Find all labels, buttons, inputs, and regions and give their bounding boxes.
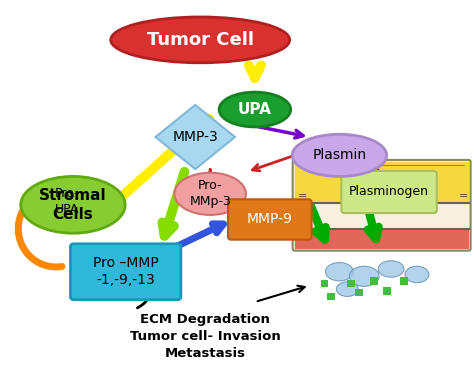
Ellipse shape: [38, 178, 96, 224]
Bar: [400, 277, 408, 285]
Text: Plasminogen: Plasminogen: [349, 185, 429, 199]
Text: ECM Degradation
Tumor cell- Invasion
Metastasis: ECM Degradation Tumor cell- Invasion Met…: [130, 313, 281, 360]
Text: MMP-3: MMP-3: [173, 130, 218, 144]
Bar: [295, 228, 469, 249]
FancyBboxPatch shape: [292, 160, 471, 251]
Bar: [328, 293, 336, 300]
Ellipse shape: [219, 92, 291, 127]
FancyBboxPatch shape: [71, 244, 181, 300]
Ellipse shape: [337, 282, 358, 296]
Ellipse shape: [111, 17, 290, 63]
Text: =: =: [298, 191, 307, 201]
Ellipse shape: [405, 266, 429, 283]
Text: Pro –MMP
-1,-9,-13: Pro –MMP -1,-9,-13: [93, 256, 158, 287]
Text: =: =: [459, 191, 468, 201]
Text: Tumor Cell: Tumor Cell: [147, 31, 254, 49]
Ellipse shape: [292, 134, 387, 176]
Bar: [295, 162, 469, 203]
Ellipse shape: [378, 261, 404, 277]
Bar: [370, 277, 378, 285]
Bar: [356, 289, 363, 296]
Bar: [383, 287, 391, 295]
Text: UPA: UPA: [238, 102, 272, 117]
Polygon shape: [155, 105, 235, 169]
FancyBboxPatch shape: [228, 199, 311, 240]
Text: Stromal
Cells: Stromal Cells: [39, 188, 107, 222]
FancyBboxPatch shape: [341, 171, 437, 213]
Text: Pro-
MMp-3: Pro- MMp-3: [189, 179, 231, 208]
Ellipse shape: [174, 173, 246, 215]
Bar: [347, 280, 356, 287]
Ellipse shape: [326, 262, 353, 281]
Text: Plasmin: Plasmin: [312, 148, 366, 162]
Bar: [295, 203, 469, 228]
Bar: [320, 280, 328, 287]
Ellipse shape: [21, 176, 125, 233]
Ellipse shape: [349, 266, 379, 287]
Text: MMP-9: MMP-9: [247, 212, 293, 227]
Text: Pro-
UPA: Pro- UPA: [55, 187, 79, 216]
